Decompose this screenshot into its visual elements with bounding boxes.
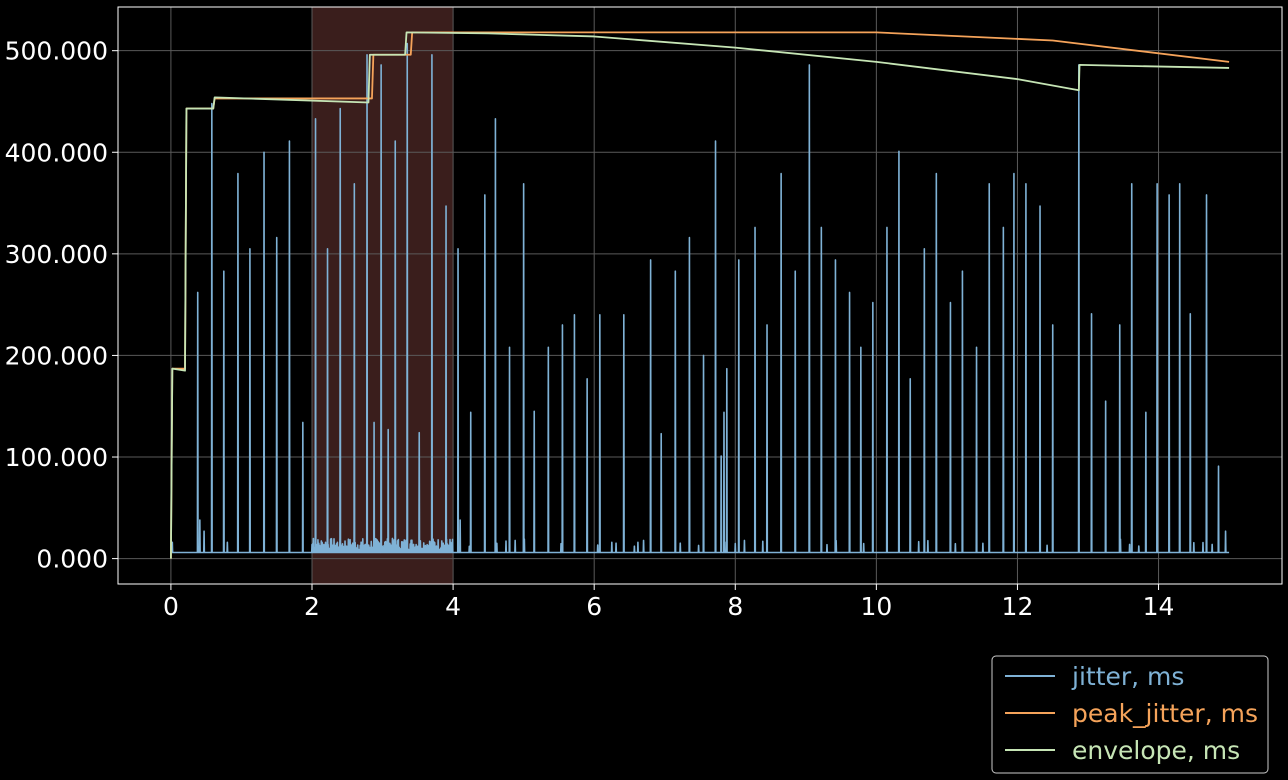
y-tick-label: 200.000	[5, 341, 108, 370]
x-tick-label: 12	[1002, 592, 1034, 621]
y-tick-label: 300.000	[5, 240, 108, 269]
grid-layer	[118, 7, 1282, 584]
highlight-region	[312, 7, 454, 584]
y-tick-label: 100.000	[5, 443, 108, 472]
legend: jitter, ms peak_jitter, ms envelope, ms	[991, 655, 1269, 774]
x-tick-label: 6	[586, 592, 602, 621]
legend-label: envelope, ms	[1072, 736, 1240, 765]
legend-label: jitter, ms	[1071, 662, 1184, 691]
plot-frame	[117, 6, 1283, 585]
x-tick-label: 10	[860, 592, 892, 621]
legend-frame	[991, 655, 1269, 774]
x-tick-label: 0	[163, 592, 179, 621]
series-jitter-line	[170, 42, 1230, 554]
legend-label: peak_jitter, ms	[1072, 699, 1258, 728]
x-tick-label: 14	[1143, 592, 1175, 621]
y-tick-label: 500.000	[5, 37, 108, 66]
series-layer	[170, 31, 1230, 559]
x-tick-label: 2	[304, 592, 320, 621]
y-tick-label: 0.000	[36, 545, 108, 574]
series-envelope-line	[170, 31, 1230, 559]
y-tick-label: 400.000	[5, 138, 108, 167]
x-tick-label: 4	[445, 592, 461, 621]
highlight-region-layer	[312, 7, 454, 584]
tick-labels-layer: 0 2 4 6 8 10 12 14 0.000 100.000 200.000 300.000 400…	[5, 37, 1175, 621]
x-tick-label: 8	[727, 592, 743, 621]
